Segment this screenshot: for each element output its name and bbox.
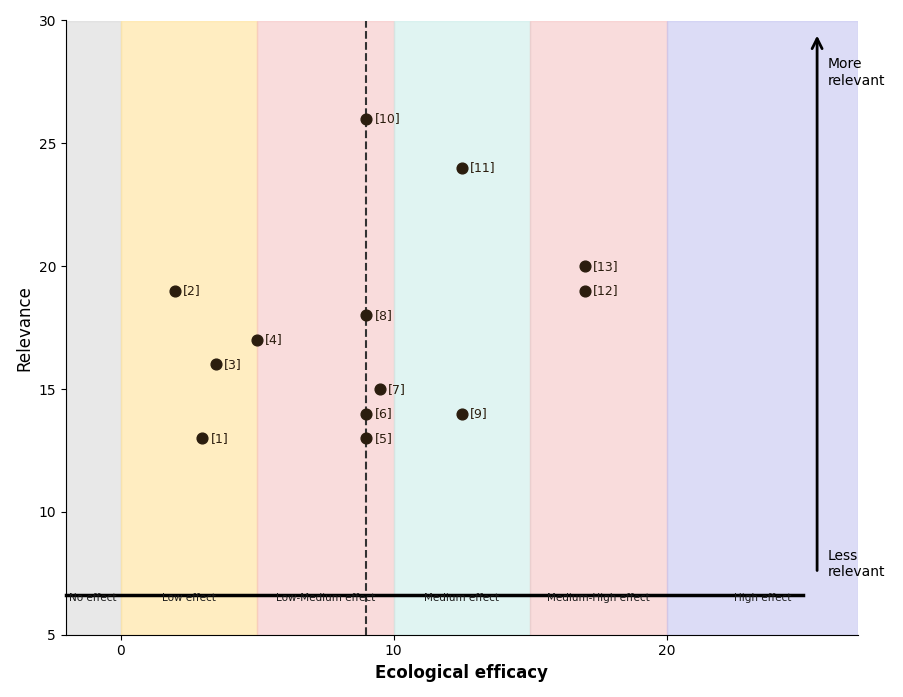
- Point: [358, 433, 373, 444]
- Bar: [256, 20, 394, 635]
- Bar: [530, 20, 666, 635]
- Text: [3]: [3]: [224, 358, 242, 371]
- Text: [12]: [12]: [592, 284, 618, 297]
- X-axis label: Ecological efficacy: Ecological efficacy: [375, 664, 548, 682]
- Text: [2]: [2]: [183, 284, 200, 297]
- Point: [168, 285, 182, 296]
- Point: [249, 335, 264, 346]
- Point: [195, 433, 209, 444]
- Text: [13]: [13]: [592, 260, 618, 273]
- Text: No effect: No effect: [70, 592, 116, 603]
- Text: [7]: [7]: [387, 383, 405, 395]
- Text: [4]: [4]: [265, 333, 283, 346]
- Point: [358, 113, 373, 124]
- Bar: [666, 20, 857, 635]
- Point: [577, 261, 591, 272]
- Bar: [120, 20, 256, 635]
- Text: More
relevant: More relevant: [827, 57, 885, 88]
- Text: Medium effect: Medium effect: [424, 592, 499, 603]
- Text: Less
relevant: Less relevant: [827, 549, 885, 579]
- Bar: [66, 20, 120, 635]
- Y-axis label: Relevance: Relevance: [15, 284, 33, 371]
- Bar: [394, 20, 530, 635]
- Point: [372, 383, 386, 395]
- Point: [358, 309, 373, 321]
- Point: [454, 408, 469, 419]
- Point: [454, 162, 469, 174]
- Text: [10]: [10]: [374, 112, 400, 125]
- Text: Low effect: Low effect: [162, 592, 216, 603]
- Point: [209, 359, 223, 370]
- Text: [8]: [8]: [374, 309, 392, 322]
- Text: Low-Medium effect: Low-Medium effect: [275, 592, 375, 603]
- Text: High effect: High effect: [733, 592, 790, 603]
- Point: [358, 408, 373, 419]
- Text: [11]: [11]: [470, 162, 495, 174]
- Text: [5]: [5]: [374, 431, 392, 445]
- Text: [1]: [1]: [210, 431, 228, 445]
- Text: [6]: [6]: [374, 407, 392, 420]
- Point: [577, 285, 591, 296]
- Text: Medium-High effect: Medium-High effect: [546, 592, 649, 603]
- Text: [9]: [9]: [470, 407, 488, 420]
